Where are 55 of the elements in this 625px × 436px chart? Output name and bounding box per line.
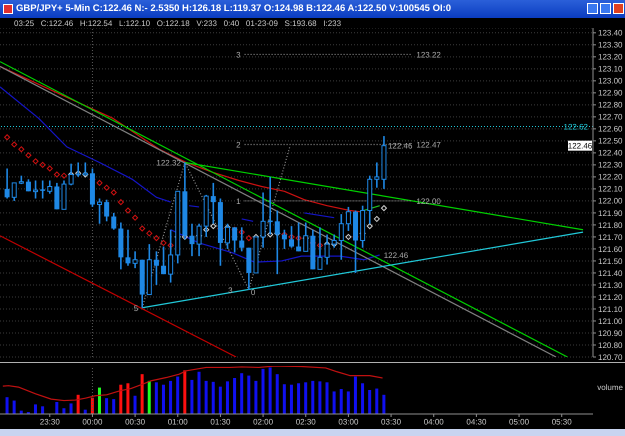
x-tick-label: 05:00 — [509, 418, 530, 427]
x-tick-label: 01:00 — [168, 418, 188, 427]
x-tick-label: 23:30 — [40, 418, 60, 427]
x-tick-label: 02:00 — [253, 418, 274, 427]
y-tick-label: 121.60 — [598, 244, 624, 254]
y-tick-label: 122.20 — [598, 172, 624, 182]
y-tick-label: 123.00 — [598, 76, 624, 86]
y-tick-label: 122.40 — [598, 148, 624, 158]
x-tick-label: 04:30 — [466, 418, 487, 427]
y-tick-label: 121.70 — [598, 232, 624, 242]
y-tick-label: 122.80 — [598, 100, 624, 110]
y-tick-label: 121.90 — [598, 208, 624, 218]
y-tick-label: 121.00 — [598, 316, 624, 326]
y-tick-label: 120.90 — [598, 328, 624, 338]
annotation: 1 — [236, 196, 242, 206]
annotation: 122.46 — [568, 142, 593, 151]
x-tick-label: 05:30 — [552, 418, 572, 427]
x-tick-label: 04:00 — [424, 418, 444, 427]
x-tick-label: 00:00 — [82, 418, 103, 427]
y-tick-label: 120.80 — [598, 340, 624, 350]
y-tick-label: 121.50 — [598, 256, 624, 266]
x-tick-label: 03:30 — [381, 418, 402, 427]
y-tick-label: 123.20 — [598, 52, 624, 62]
chart-title: GBP/JPY+ 5-Min C:122.46 N:- 2.5350 H:126.18 L:119.37 O:124.98 B:122.46 A:122.50 V:100545 OI:0 — [16, 3, 452, 14]
annotation: 2 — [236, 140, 242, 150]
annotation: 122.47 — [416, 140, 442, 150]
y-tick-label: 121.80 — [598, 220, 624, 230]
annotation: 122.46 — [384, 250, 409, 260]
x-tick-label: 01:30 — [210, 418, 231, 427]
x-tick-label: 03:00 — [338, 418, 359, 427]
y-tick-label: 121.10 — [598, 304, 624, 314]
annotation: 122.32 — [156, 158, 182, 168]
y-tick-label: 123.30 — [598, 40, 624, 50]
x-tick-label: 00:30 — [125, 418, 146, 427]
x-tick-label: 02:30 — [296, 418, 316, 427]
y-tick-label: 122.00 — [598, 196, 624, 206]
y-tick-label: 122.70 — [598, 112, 624, 122]
annotation: 122.46 — [388, 142, 413, 151]
y-tick-label: 122.50 — [598, 136, 624, 146]
annotation: 123.22 — [416, 50, 442, 60]
annotation: 0 — [250, 288, 256, 298]
chart-subtitle: 03:25 C:122.46 H:122.54 L:122.10 O:122.18 V:233 0:40 01-23-09 S:193.68 I:233 — [14, 19, 342, 28]
y-axis-title: volume — [597, 383, 623, 392]
y-tick-label: 121.40 — [598, 268, 624, 278]
y-tick-label: 121.30 — [598, 280, 624, 290]
y-tick-label: 123.40 — [598, 28, 624, 38]
annotation: 3 — [236, 50, 242, 60]
y-tick-label: 120.70 — [598, 352, 624, 362]
y-tick-label: 122.10 — [598, 184, 624, 194]
y-tick-label: 121.20 — [598, 292, 624, 302]
y-tick-label: 122.90 — [598, 88, 624, 98]
annotation: 5 — [134, 304, 139, 313]
y-tick-label: 122.30 — [598, 160, 624, 170]
y-tick-label: 122.60 — [598, 124, 624, 134]
y-tick-label: 123.10 — [598, 64, 624, 74]
